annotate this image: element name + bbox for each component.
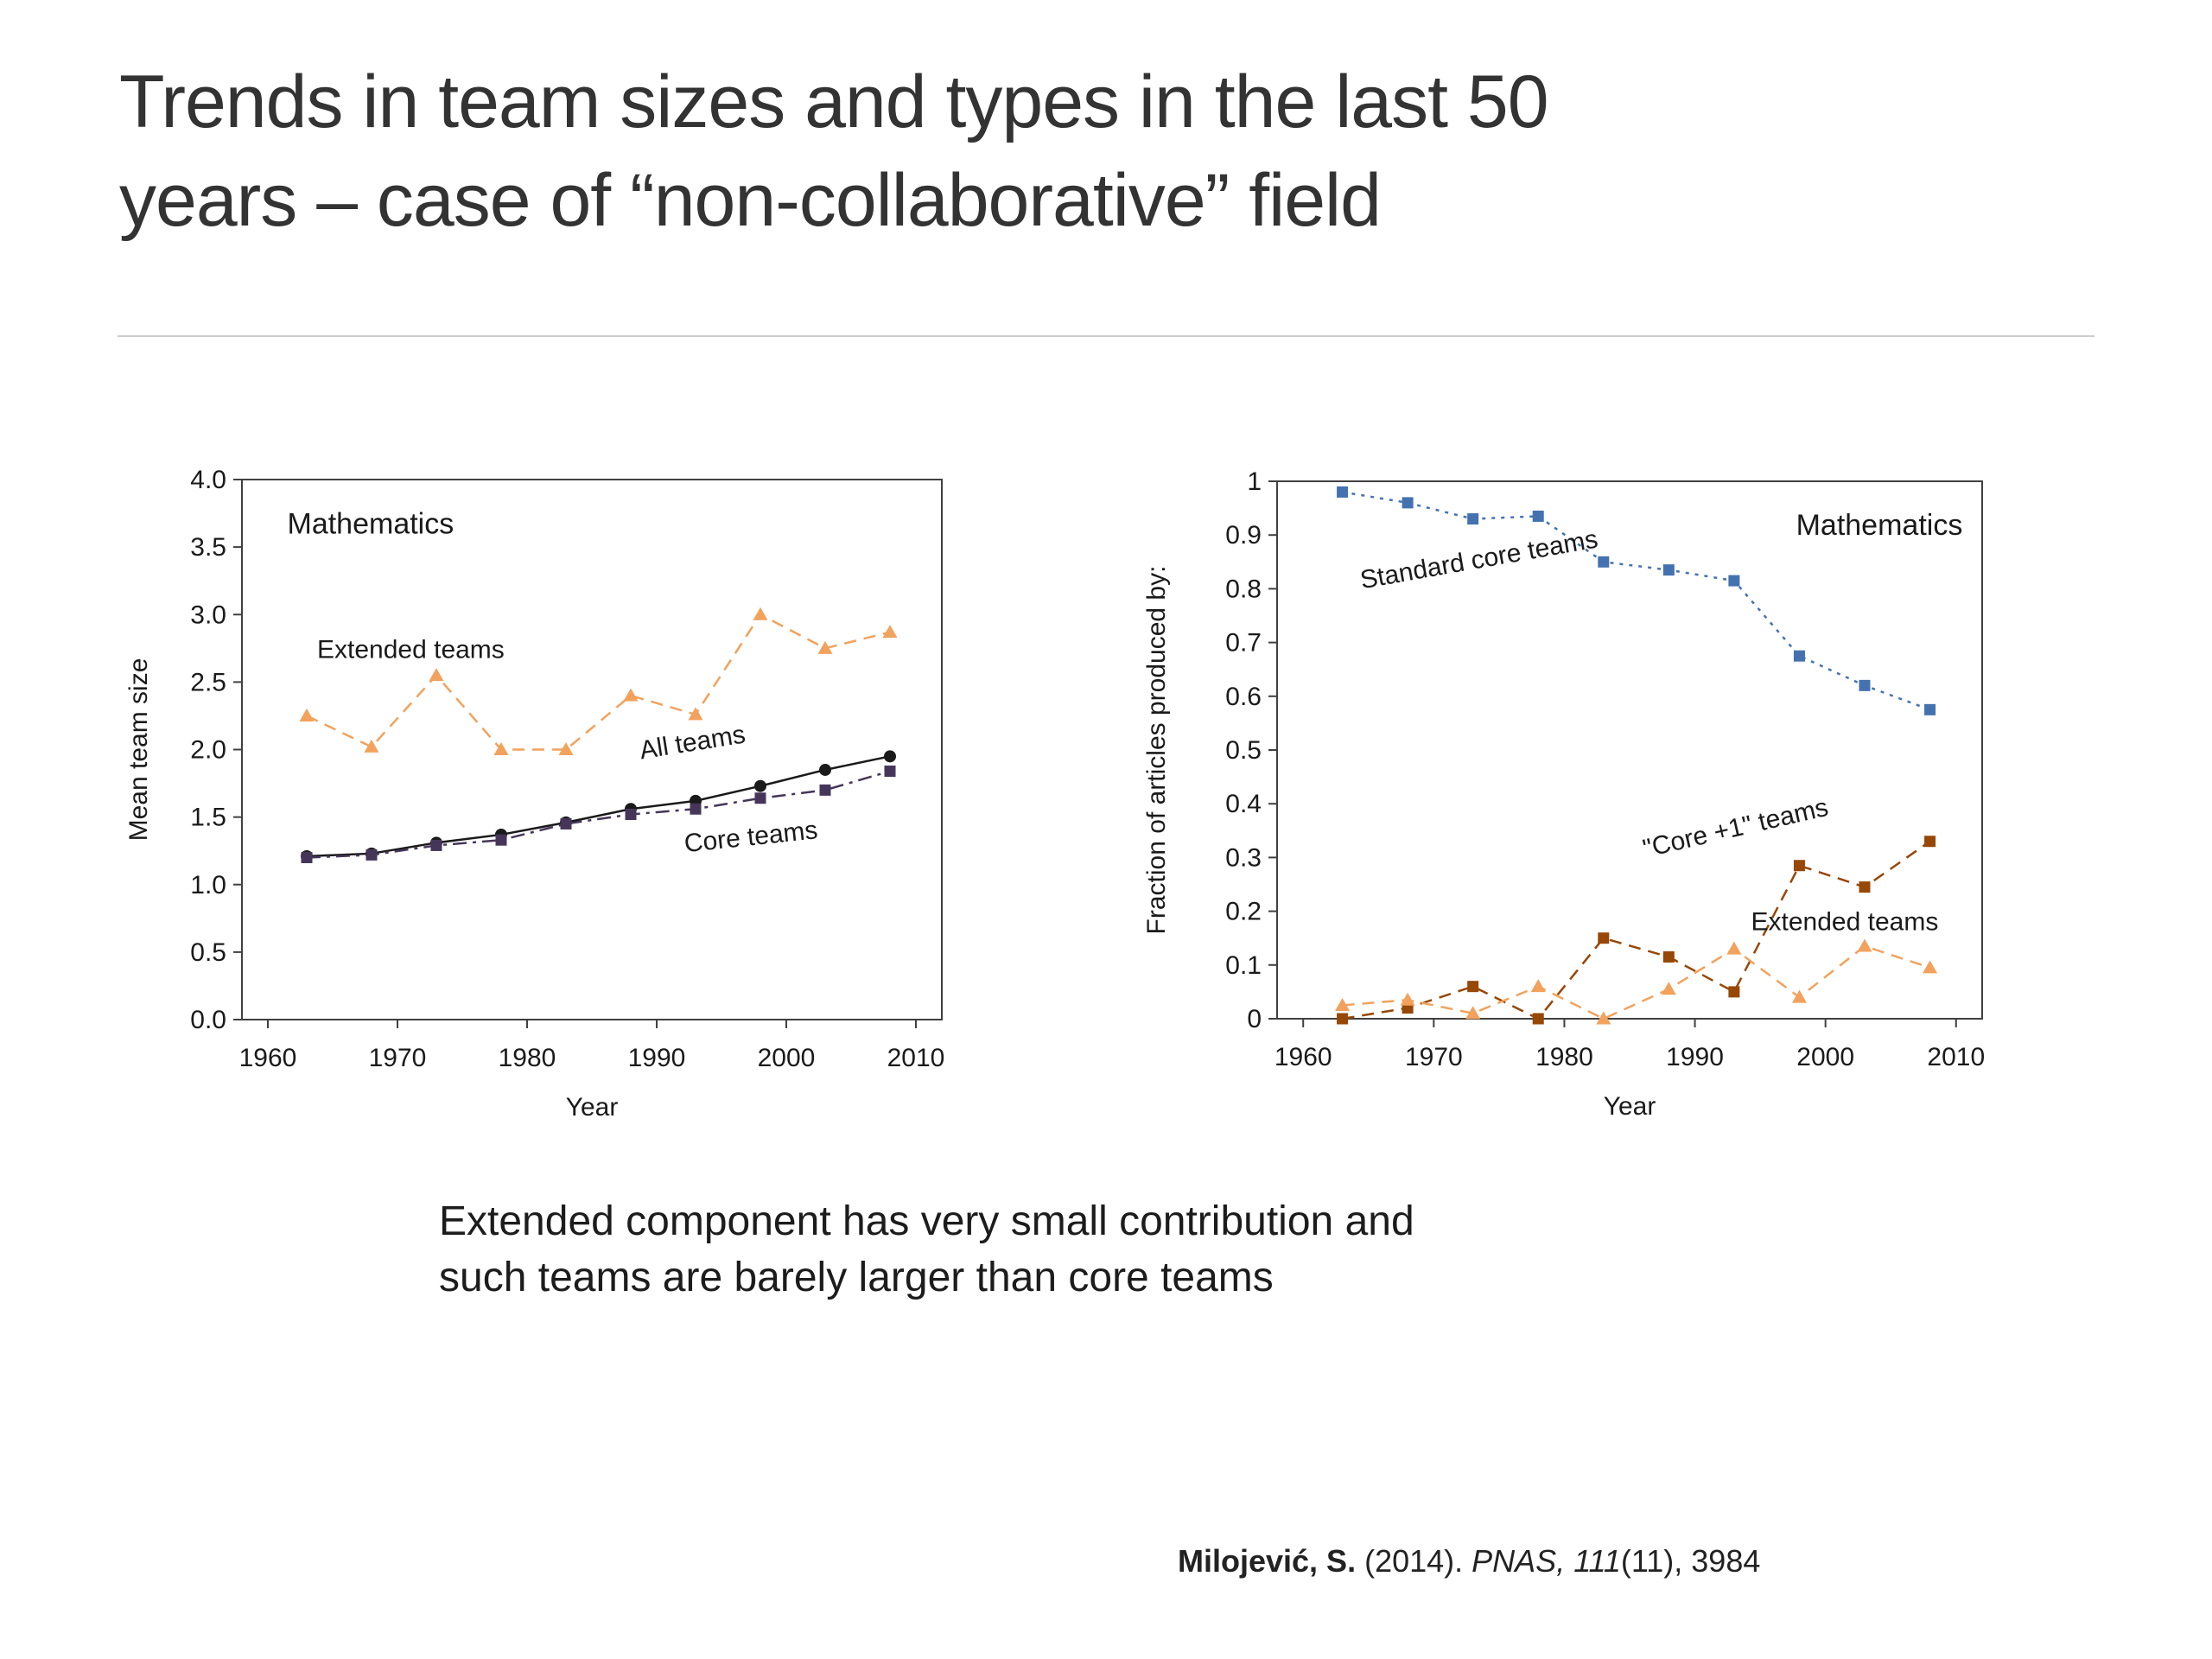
svg-text:Extended teams: Extended teams xyxy=(1751,907,1939,936)
svg-text:Mean team size: Mean team size xyxy=(124,658,153,842)
svg-text:Core teams: Core teams xyxy=(683,816,819,858)
citation-author: Milojević, S. xyxy=(1178,1543,1357,1579)
svg-text:0: 0 xyxy=(1247,1005,1262,1033)
svg-text:3.0: 3.0 xyxy=(190,601,226,629)
svg-text:2.0: 2.0 xyxy=(190,736,226,765)
svg-text:1990: 1990 xyxy=(628,1044,686,1072)
svg-text:1990: 1990 xyxy=(1666,1043,1724,1071)
svg-text:Extended teams: Extended teams xyxy=(317,635,505,664)
svg-text:0.4: 0.4 xyxy=(1225,790,1262,818)
svg-text:1.0: 1.0 xyxy=(190,871,226,899)
svg-text:0.5: 0.5 xyxy=(190,938,226,967)
svg-text:0.9: 0.9 xyxy=(1225,521,1262,550)
svg-text:3.5: 3.5 xyxy=(190,533,226,562)
svg-text:0.7: 0.7 xyxy=(1225,629,1262,658)
svg-text:Standard core teams: Standard core teams xyxy=(1358,524,1600,594)
svg-text:Year: Year xyxy=(566,1093,619,1122)
svg-text:Mathematics: Mathematics xyxy=(288,508,454,541)
key-takeaway-line2: such teams are barely larger than core t… xyxy=(439,1254,1274,1300)
fraction-of-articles-chart: 0 0.1 0.2 0.3 0.4 0.5 0.6 0.7 0.8 0.9 1 1960 1970 198… xyxy=(1142,467,1985,1121)
svg-text:0.0: 0.0 xyxy=(190,1006,226,1034)
svg-text:0.6: 0.6 xyxy=(1225,683,1262,711)
svg-text:0.5: 0.5 xyxy=(1225,736,1262,765)
svg-text:All teams: All teams xyxy=(638,720,747,765)
svg-text:2000: 2000 xyxy=(758,1044,816,1072)
key-takeaway-text: Extended component has very small contri… xyxy=(439,1194,1414,1306)
citation-journal-volume: PNAS, 111 xyxy=(1471,1543,1621,1579)
svg-text:1970: 1970 xyxy=(1405,1043,1463,1071)
svg-text:1970: 1970 xyxy=(369,1044,427,1072)
svg-text:Fraction of articles produced: Fraction of articles produced by: xyxy=(1142,566,1171,935)
svg-text:"Core +1" teams: "Core +1" teams xyxy=(1640,793,1831,863)
svg-text:0.3: 0.3 xyxy=(1225,843,1262,872)
svg-text:1980: 1980 xyxy=(499,1044,556,1072)
svg-text:4.0: 4.0 xyxy=(190,466,226,494)
citation-year: (2014). xyxy=(1356,1543,1472,1579)
svg-text:1: 1 xyxy=(1247,467,1262,496)
svg-text:0.2: 0.2 xyxy=(1225,898,1262,926)
svg-text:1980: 1980 xyxy=(1535,1043,1593,1071)
svg-text:1960: 1960 xyxy=(239,1044,297,1072)
slide-title-line2: years – case of “non-collaborative” fiel… xyxy=(119,158,1382,242)
svg-text:2000: 2000 xyxy=(1796,1043,1854,1071)
svg-text:2010: 2010 xyxy=(1927,1043,1985,1071)
svg-text:Year: Year xyxy=(1604,1092,1656,1121)
citation: Milojević, S. (2014). PNAS, 111(11), 398… xyxy=(1178,1543,1760,1580)
svg-text:0.8: 0.8 xyxy=(1225,575,1262,603)
key-takeaway-line1: Extended component has very small contri… xyxy=(439,1198,1414,1244)
slide-title: Trends in team sizes and types in the la… xyxy=(119,54,1549,250)
svg-text:0.1: 0.1 xyxy=(1225,951,1262,980)
title-divider xyxy=(118,335,2094,337)
slide-title-line1: Trends in team sizes and types in the la… xyxy=(119,60,1549,143)
citation-issue-page: (11), 3984 xyxy=(1620,1543,1761,1579)
svg-text:1.5: 1.5 xyxy=(190,804,226,832)
svg-text:Mathematics: Mathematics xyxy=(1796,509,1963,542)
mean-team-size-chart: 0.0 0.5 1.0 1.5 2.0 2.5 3.0 3.5 4.0 1960 1970 1980 1… xyxy=(124,466,945,1122)
svg-text:2010: 2010 xyxy=(887,1044,945,1072)
svg-text:2.5: 2.5 xyxy=(190,668,226,696)
svg-text:1960: 1960 xyxy=(1274,1043,1332,1071)
